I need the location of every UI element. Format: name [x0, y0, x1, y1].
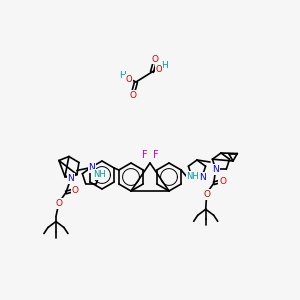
Text: O: O: [152, 55, 158, 64]
Text: H: H: [162, 61, 168, 70]
Text: N: N: [88, 163, 95, 172]
Text: F: F: [153, 150, 159, 160]
Text: N: N: [68, 174, 74, 183]
Text: O: O: [203, 190, 210, 199]
Text: O: O: [156, 64, 162, 74]
Text: O: O: [219, 177, 226, 186]
Text: N: N: [199, 173, 206, 182]
Text: O: O: [126, 74, 132, 83]
Text: O: O: [130, 91, 136, 100]
Text: NH: NH: [186, 172, 199, 181]
Text: H: H: [120, 70, 126, 80]
Text: F: F: [142, 150, 148, 160]
Text: NH: NH: [93, 170, 106, 179]
Text: O: O: [56, 199, 62, 208]
Text: N: N: [212, 165, 219, 174]
Text: O: O: [71, 186, 78, 195]
